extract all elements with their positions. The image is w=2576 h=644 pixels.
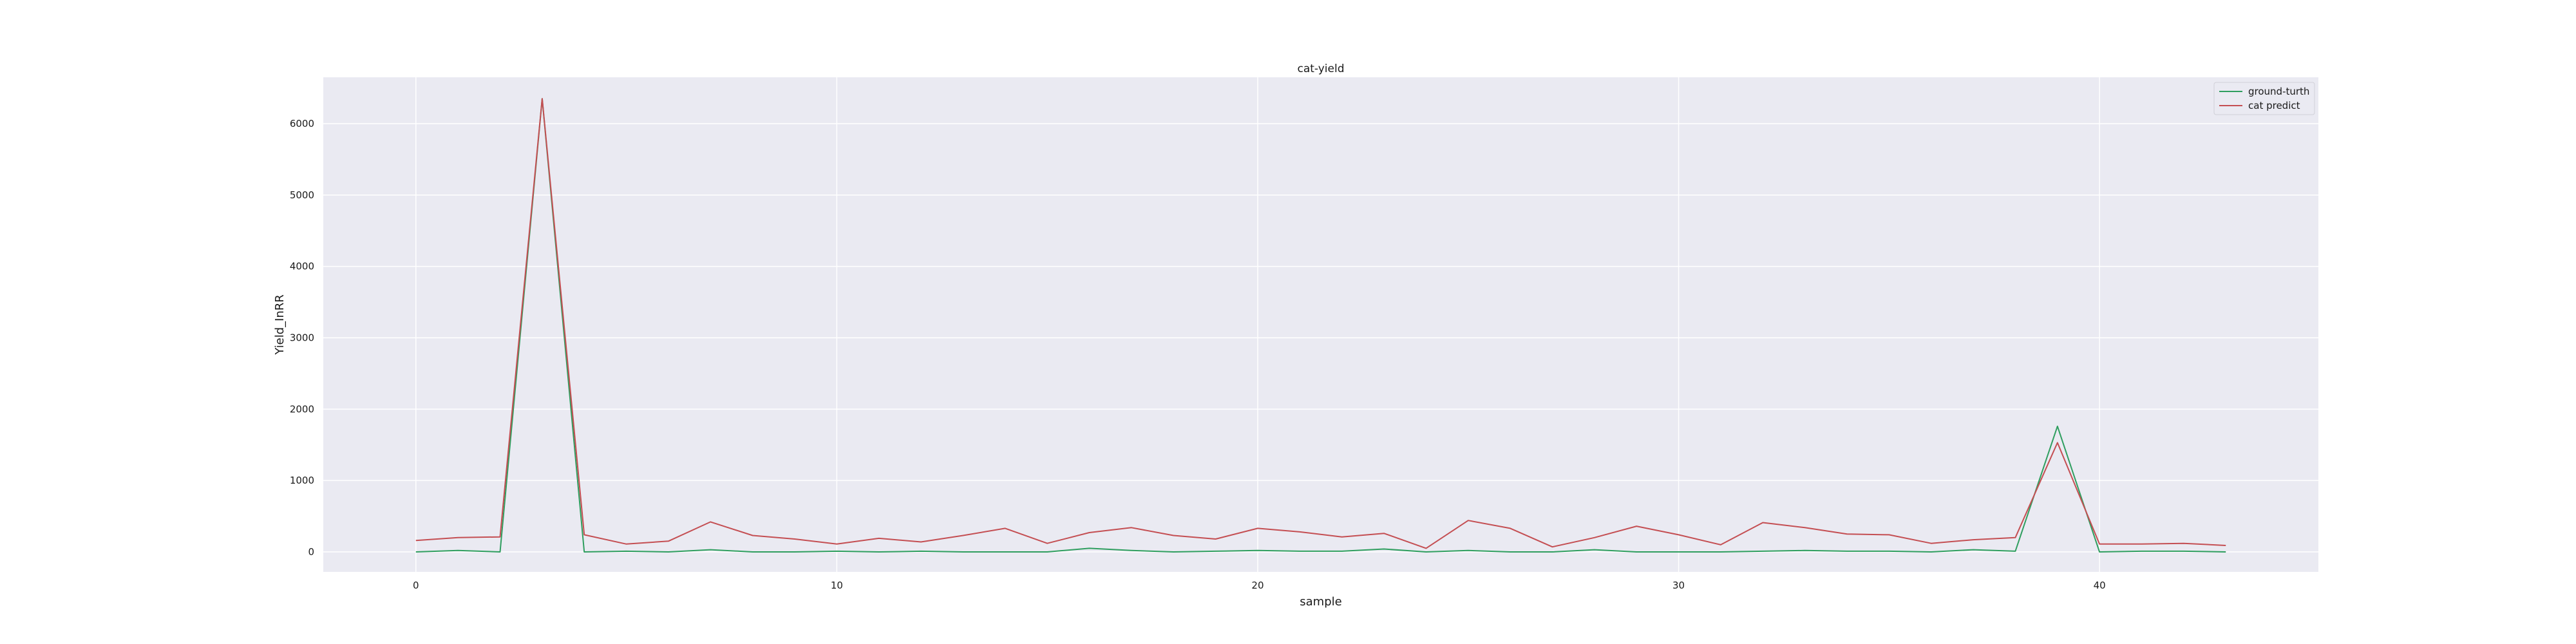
x-tick-label: 30 bbox=[1672, 580, 1685, 591]
y-tick-label: 0 bbox=[308, 546, 314, 558]
series-line-cat-predict bbox=[415, 98, 2226, 549]
legend: ground-turth cat predict bbox=[2213, 82, 2315, 115]
x-tick-labels: 0 10 20 30 40 bbox=[413, 580, 2106, 591]
x-axis-label: sample bbox=[1300, 595, 1341, 609]
y-tick-label: 6000 bbox=[290, 118, 314, 129]
series-layer bbox=[415, 98, 2226, 553]
legend-box bbox=[2213, 82, 2315, 115]
y-tick-label: 1000 bbox=[290, 475, 314, 486]
chart-title: cat-yield bbox=[1297, 62, 1344, 75]
y-tick-labels: 0 1000 2000 3000 4000 5000 6000 bbox=[290, 118, 314, 558]
x-tick-label: 20 bbox=[1251, 580, 1264, 591]
legend-label-ground-turth: ground-turth bbox=[2248, 86, 2309, 97]
x-tick-label: 40 bbox=[2094, 580, 2106, 591]
y-tick-label: 4000 bbox=[290, 261, 314, 272]
y-tick-label: 2000 bbox=[290, 403, 314, 415]
y-tick-label: 5000 bbox=[290, 189, 314, 201]
plot-area bbox=[323, 77, 2318, 572]
legend-label-cat-predict: cat predict bbox=[2248, 100, 2300, 111]
x-tick-label: 10 bbox=[831, 580, 843, 591]
x-tick-label: 0 bbox=[413, 580, 419, 591]
y-axis-label: Yield_InRR bbox=[273, 294, 287, 355]
y-tick-label: 3000 bbox=[290, 332, 314, 344]
series-line-ground-turth bbox=[415, 98, 2226, 553]
